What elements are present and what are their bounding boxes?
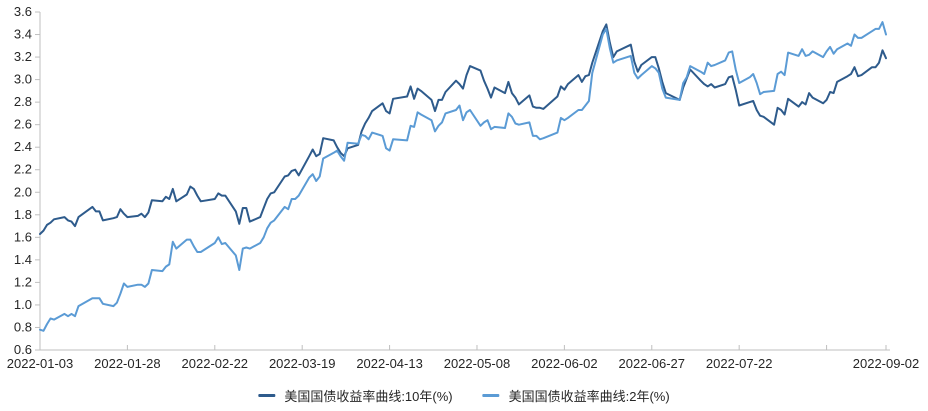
y-tick-label: 2.6: [14, 117, 32, 132]
legend-item-10y: 美国国债收益率曲线:10年(%): [258, 386, 453, 405]
y-tick-label: 1.8: [14, 207, 32, 222]
y-tick-label: 1.6: [14, 229, 32, 244]
x-tick-label: 2022-06-27: [619, 356, 686, 371]
y-tick-label: 1.4: [14, 252, 32, 267]
y-tick-label: 2.2: [14, 162, 32, 177]
legend-line-marker-2y-icon: [482, 394, 500, 397]
x-tick-label: 2022-02-22: [182, 356, 249, 371]
legend-label-2y: 美国国债收益率曲线:2年(%): [508, 389, 670, 404]
y-tick-label: 1.2: [14, 274, 32, 289]
x-tick-label: 2022-05-08: [444, 356, 511, 371]
y-tick-label: 0.8: [14, 319, 32, 334]
y-tick-label: 2.8: [14, 94, 32, 109]
x-tick-label: 2022-01-03: [7, 356, 74, 371]
x-tick-label: 2022-06-02: [531, 356, 598, 371]
x-tick-label: 2022-09-02: [853, 356, 920, 371]
x-tick-label: 2022-03-19: [269, 356, 336, 371]
legend-label-10y: 美国国债收益率曲线:10年(%): [284, 389, 453, 404]
x-tick-label: 2022-07-22: [706, 356, 773, 371]
legend: 美国国债收益率曲线:10年(%) 美国国债收益率曲线:2年(%): [258, 386, 670, 405]
y-tick-label: 3.4: [14, 27, 32, 42]
y-tick-label: 2.0: [14, 184, 32, 199]
series-line-10y: [39, 23, 887, 235]
plot-area: 0.6 0.8 1.0 1.2 1.4 1.6 1.8 2.0 2.2 2.4 2.6 2.8 3.0 3…: [7, 4, 920, 371]
x-tick-label: 2022-01-28: [94, 356, 161, 371]
x-tick-label: 2022-04-13: [356, 356, 423, 371]
y-tick-label: 0.6: [14, 342, 32, 357]
series-line-2y: [39, 21, 887, 332]
legend-item-2y: 美国国债收益率曲线:2年(%): [482, 386, 670, 405]
y-tick-label: 3.2: [14, 49, 32, 64]
y-tick-label: 3.6: [14, 4, 32, 19]
legend-line-marker-10y-icon: [258, 394, 276, 397]
y-tick-label: 2.4: [14, 139, 32, 154]
y-tick-label: 3.0: [14, 72, 32, 87]
y-tick-label: 1.0: [14, 297, 32, 312]
